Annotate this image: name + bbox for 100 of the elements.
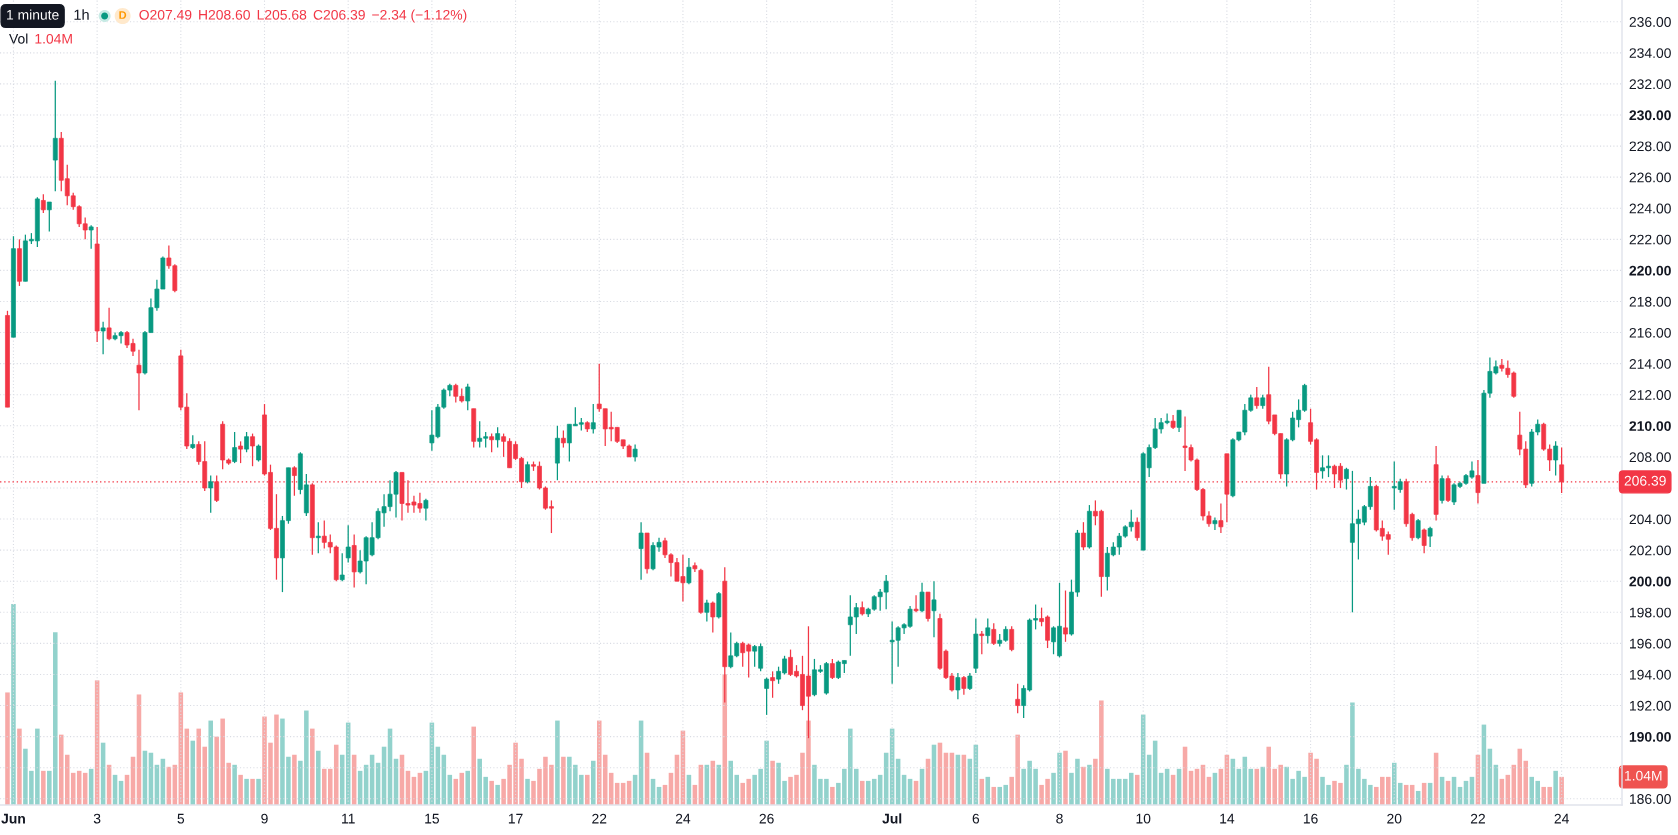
candlestick: [136, 349, 142, 411]
candlestick: [345, 524, 351, 564]
candlestick: [985, 617, 991, 645]
annotation: O207.49: [139, 9, 192, 20]
x-tick-label: Jul: [882, 813, 902, 824]
candlestick: [244, 431, 249, 453]
y-tick-label: 222.00: [1629, 234, 1671, 245]
bar: [495, 784, 500, 805]
bar: [465, 770, 471, 805]
chart-title: Vol: [9, 33, 28, 44]
y-tick-label: 230.00: [1629, 110, 1671, 121]
candlestick: [525, 460, 530, 484]
bar: [525, 778, 530, 805]
bar: [250, 778, 255, 805]
x-tick-label: 16: [1303, 813, 1318, 824]
candlestick: [1439, 474, 1445, 505]
x-tick-label: 3: [93, 813, 101, 824]
candlestick: [1553, 440, 1559, 477]
bar: [316, 750, 321, 805]
bar: [208, 720, 213, 805]
bar: [830, 786, 835, 805]
ref-line-label: 206.39: [1624, 475, 1666, 486]
bar: [292, 754, 297, 805]
x-tick-label: 22: [1470, 813, 1485, 824]
bar: [859, 780, 865, 805]
bar: [310, 728, 315, 805]
candlestick: [495, 426, 501, 449]
candlestick: [991, 622, 997, 646]
y-tick-label: 236.00: [1629, 17, 1671, 27]
candlestick: [1176, 409, 1182, 433]
y-tick-label: 186.00: [1630, 794, 1671, 804]
candlestick: [339, 552, 345, 582]
x-tick-label: 26: [759, 813, 774, 824]
bar: [238, 774, 243, 805]
bar: [591, 760, 596, 805]
candlestick: [465, 383, 471, 411]
x-tick-label: 24: [1554, 813, 1569, 824]
y-tick-label: 228.00: [1629, 141, 1671, 152]
candlestick: [704, 599, 710, 623]
y-tick-label: 204.00: [1629, 514, 1671, 525]
bar: [1087, 764, 1092, 805]
annotation: 1 minute: [7, 9, 59, 20]
y-tick-label: 192.00: [1630, 700, 1671, 711]
x-tick-label: 10: [1136, 813, 1151, 824]
y-tick-label: 202.00: [1629, 545, 1671, 556]
candlestick: [913, 594, 919, 613]
y-tick-label: 218.00: [1629, 296, 1671, 307]
bar: [11, 604, 16, 805]
annotation: 1.04M: [35, 33, 72, 44]
bar: [1553, 770, 1558, 805]
candlestick: [489, 432, 495, 453]
x-tick-label: 17: [508, 813, 523, 824]
candlestick: [1009, 625, 1015, 652]
candlestick: [1063, 589, 1068, 643]
y-tick-label: 194.00: [1630, 669, 1671, 680]
y-tick-label: 224.00: [1629, 203, 1671, 214]
y-tick-label: 198.00: [1630, 607, 1671, 618]
candlestick: [40, 193, 46, 214]
candlestick: [1134, 516, 1140, 542]
x-tick-label: 14: [1220, 813, 1235, 824]
y-tick-label: 212.00: [1629, 390, 1671, 400]
y-tick-label: 210.00: [1629, 421, 1671, 431]
bar: [561, 756, 566, 805]
x-tick-label: 24: [675, 813, 691, 824]
bar: [41, 770, 46, 805]
bar: [585, 774, 590, 805]
candlestick: [52, 80, 58, 192]
bar: [5, 692, 10, 805]
bar: [1260, 766, 1266, 805]
y-tick-label: 214.00: [1629, 358, 1671, 369]
candlestick: [638, 521, 644, 581]
candlestick: [1218, 502, 1224, 534]
y-tick-label: 200.00: [1629, 576, 1671, 587]
y-tick-label: 234.00: [1629, 48, 1671, 59]
bar: [17, 728, 22, 805]
x-tick-label: 22: [592, 813, 607, 824]
candlestick: [250, 432, 255, 467]
x-tick-label: 8: [1056, 813, 1063, 824]
candlestick: [1421, 527, 1427, 554]
bar: [489, 780, 494, 805]
candlestick: [955, 672, 961, 700]
candlestick: [829, 658, 835, 680]
candlestick: [1344, 467, 1349, 491]
bar: [991, 786, 997, 805]
bar: [244, 778, 249, 805]
y-tick-label: 220.00: [1629, 265, 1671, 276]
annotation: D: [119, 11, 127, 19]
candlestick: [919, 582, 925, 613]
bar: [1559, 776, 1564, 805]
x-tick-label: 9: [261, 813, 268, 824]
candlestick: [1475, 459, 1481, 505]
bar: [1063, 750, 1068, 805]
candlestick: [716, 591, 722, 620]
candlestick: [590, 403, 596, 435]
annotation: L205.68: [257, 9, 307, 20]
annotation: −2.34 (−1.12%): [372, 9, 467, 23]
chart-title: 1h: [74, 9, 89, 20]
candlestick: [686, 557, 692, 585]
bar: [1081, 766, 1086, 805]
candlestick: [238, 440, 243, 464]
